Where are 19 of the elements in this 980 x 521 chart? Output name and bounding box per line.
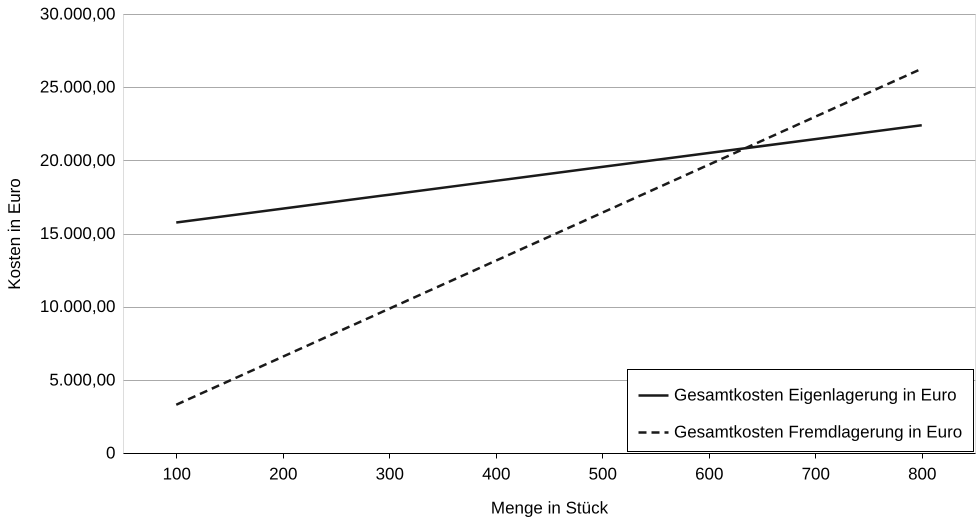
y-axis-title: Kosten in Euro — [4, 178, 24, 290]
x-tick-label: 300 — [376, 464, 404, 484]
y-tick-label: 25.000,00 — [40, 78, 116, 97]
x-tick-label: 600 — [695, 464, 724, 484]
x-tick-label: 200 — [269, 464, 298, 484]
legend-label: Gesamtkosten Fremdlagerung in Euro — [674, 422, 962, 442]
x-tick-label: 800 — [908, 464, 936, 484]
y-tick-label: 10.000,00 — [40, 297, 116, 316]
y-tick-label: 0 — [106, 444, 116, 462]
y-tick-label: 20.000,00 — [40, 150, 116, 170]
y-tick-label: 15.000,00 — [40, 224, 116, 243]
y-tick-label: 30.000,00 — [40, 4, 116, 24]
x-tick-label: 700 — [802, 464, 830, 484]
legend-label: Gesamtkosten Eigenlagerung in Euro — [674, 386, 957, 404]
x-axis-title: Menge in Stück — [490, 498, 609, 518]
x-tick-label: 100 — [162, 464, 191, 484]
x-tick-label: 400 — [482, 464, 510, 484]
x-tick-label: 500 — [588, 464, 617, 484]
y-tick-label: 5.000,00 — [49, 370, 116, 390]
